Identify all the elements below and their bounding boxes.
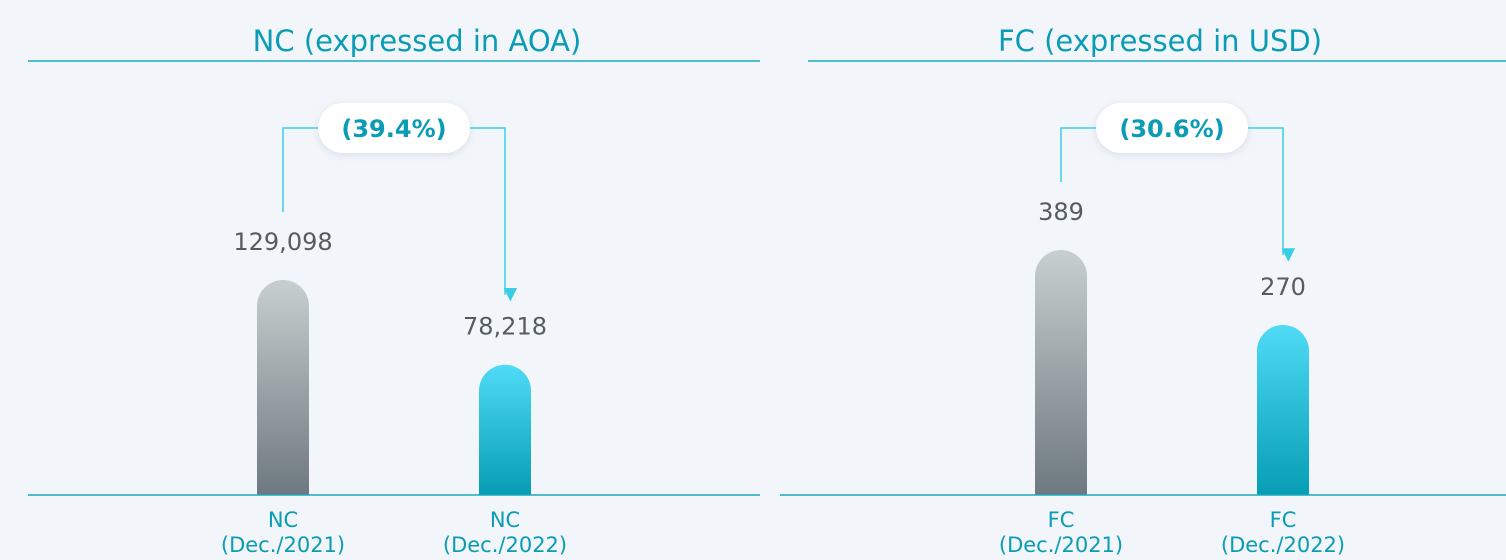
chart-title: NC (expressed in AOA) [253, 24, 582, 58]
bar [257, 280, 309, 495]
x-tick-label: (Dec./2021) [221, 533, 345, 557]
x-tick-label: (Dec./2022) [1221, 533, 1345, 557]
bar [479, 364, 531, 495]
bar [1257, 324, 1309, 495]
change-pill [1096, 103, 1248, 153]
x-tick-label: (Dec./2021) [999, 533, 1123, 557]
change-label: (30.6%) [1119, 115, 1224, 143]
x-tick-label: (Dec./2022) [443, 533, 567, 557]
x-tick-label: FC [1048, 508, 1075, 532]
change-bracket [282, 127, 518, 302]
change-pill [318, 103, 470, 153]
value-label: 389 [1038, 198, 1084, 226]
x-tick-label: FC [1270, 508, 1297, 532]
value-label: 78,218 [463, 313, 547, 341]
x-tick-label: NC [490, 508, 520, 532]
value-label: 129,098 [233, 228, 332, 256]
change-label: (39.4%) [341, 115, 446, 143]
bar [1035, 250, 1087, 495]
value-label: 270 [1260, 273, 1306, 301]
chart-title: FC (expressed in USD) [998, 24, 1322, 58]
x-tick-label: NC [268, 508, 298, 532]
